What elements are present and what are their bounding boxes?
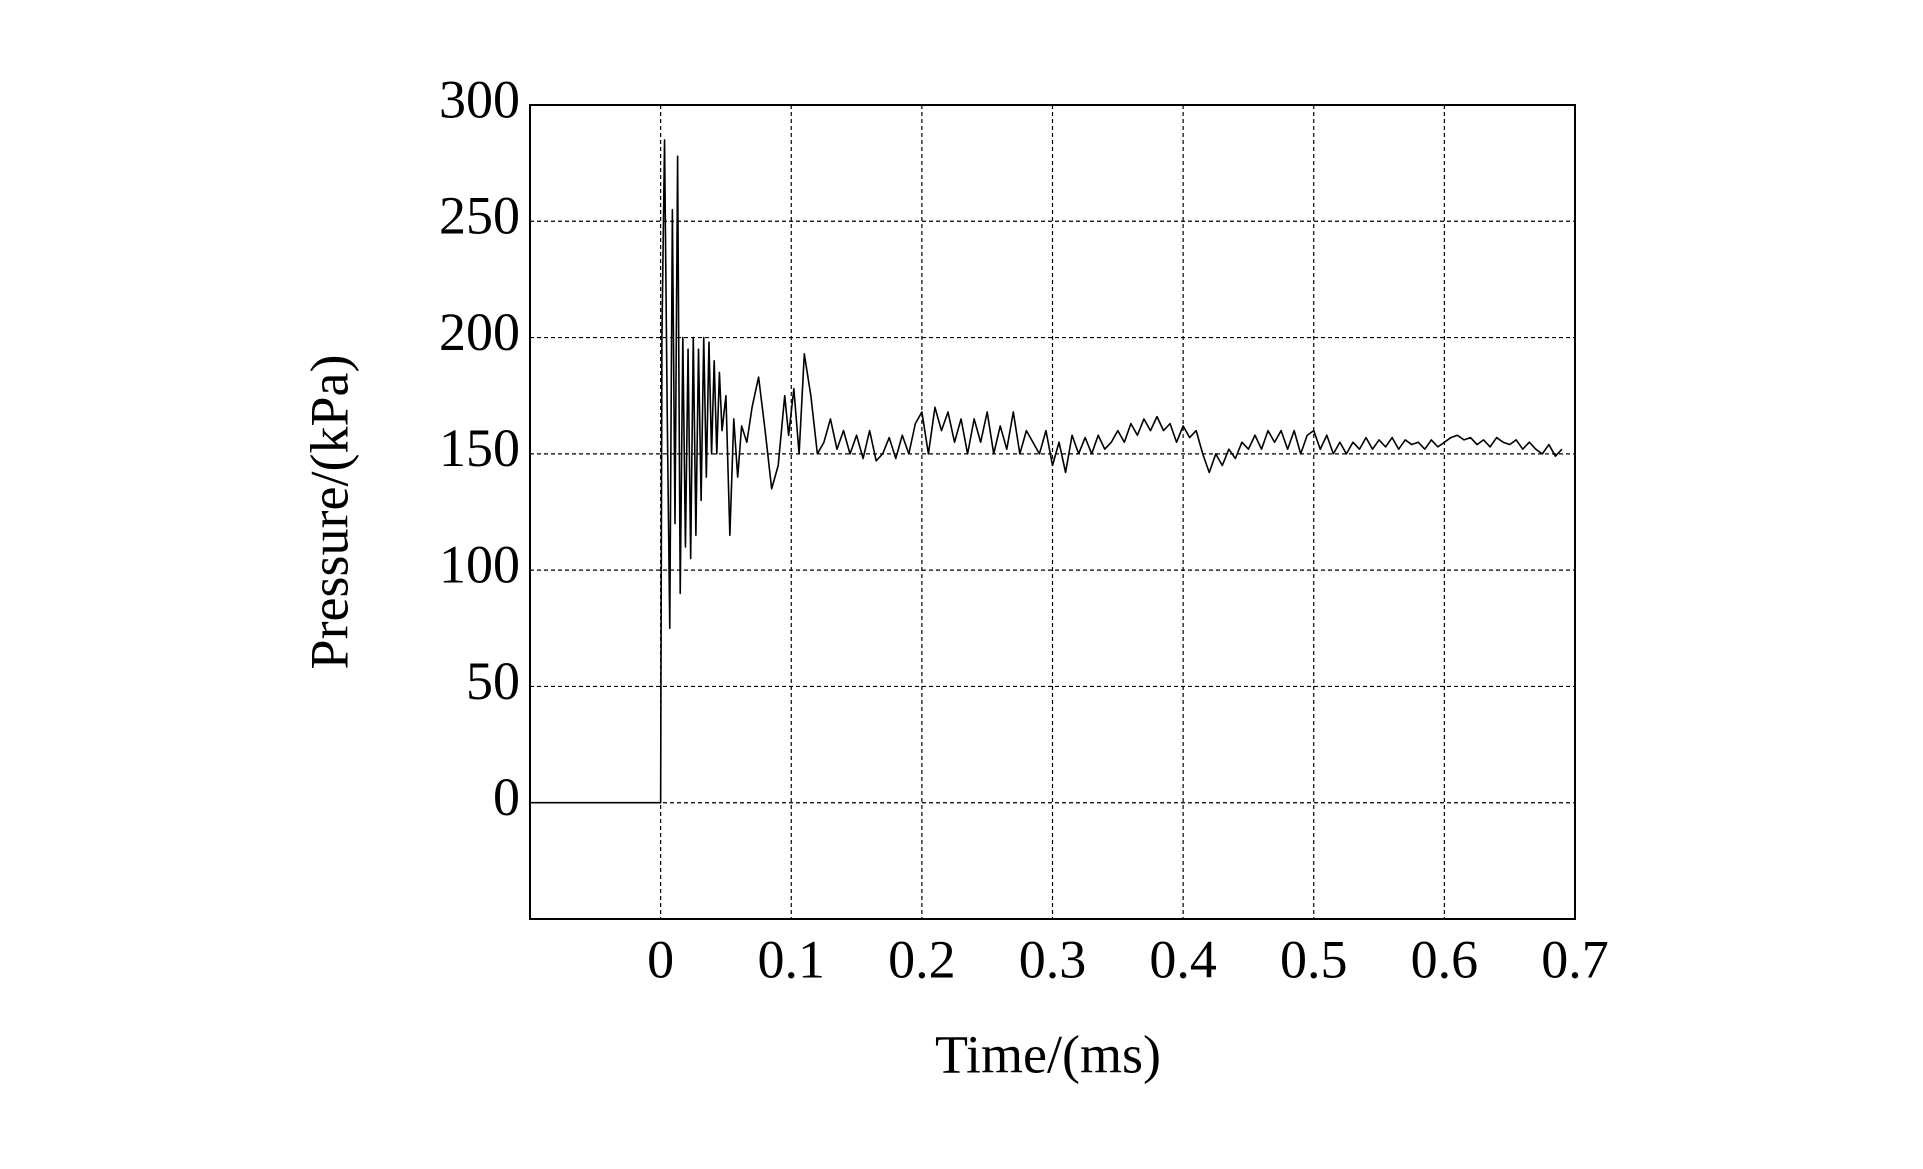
x-tick-label: 0.7 bbox=[1541, 929, 1609, 989]
x-tick-label: 0.5 bbox=[1280, 929, 1348, 989]
y-tick-label: 300 bbox=[439, 69, 520, 129]
x-tick-label: 0.4 bbox=[1149, 929, 1217, 989]
x-axis-label: Time/(ms) bbox=[935, 1024, 1161, 1084]
y-tick-label: 100 bbox=[439, 535, 520, 595]
x-tick-label: 0 bbox=[647, 929, 674, 989]
y-tick-label: 200 bbox=[439, 302, 520, 362]
y-tick-label: 150 bbox=[439, 418, 520, 478]
y-tick-label: 0 bbox=[493, 767, 520, 827]
y-tick-label: 250 bbox=[439, 186, 520, 246]
data-line bbox=[530, 139, 1563, 804]
x-tick-label: 0.2 bbox=[888, 929, 956, 989]
x-tick-label: 0.3 bbox=[1019, 929, 1087, 989]
y-axis-label: Pressure/(kPa) bbox=[299, 355, 359, 670]
x-tick-label: 0.6 bbox=[1411, 929, 1479, 989]
y-tick-label: 50 bbox=[466, 651, 520, 711]
x-tick-label: 0.1 bbox=[758, 929, 826, 989]
